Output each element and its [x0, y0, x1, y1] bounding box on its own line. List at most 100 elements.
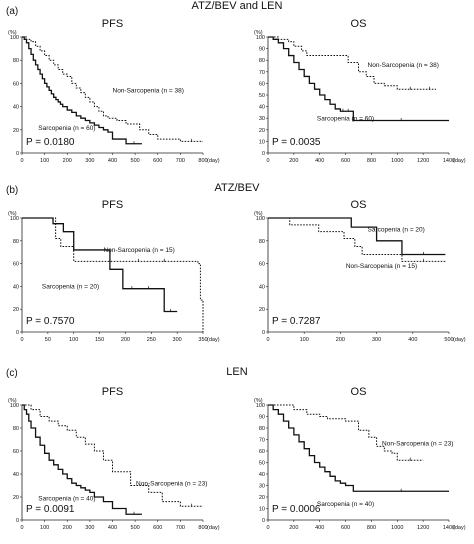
- y-tick-label: 20: [13, 307, 19, 313]
- x-tick-label: 600: [341, 158, 350, 164]
- panel-letter-b: (b): [6, 185, 18, 196]
- y-tick-label: 40: [259, 284, 265, 290]
- sarcopenia-curve: [22, 217, 178, 313]
- non-sarcopenia-curve: [268, 217, 446, 262]
- x-tick-label: 400: [408, 337, 417, 343]
- p-value: P = 0.0006: [272, 504, 321, 515]
- y-tick-label: 60: [13, 449, 19, 455]
- y-tick-label: 0: [16, 330, 19, 336]
- y-tick-label: 100: [10, 216, 19, 222]
- y-tick-label: 40: [13, 472, 19, 478]
- plot-title: PFS: [102, 199, 123, 211]
- y-tick-label: 80: [13, 426, 19, 432]
- y-tick-label: 70: [259, 70, 265, 76]
- y-tick-label: 60: [259, 262, 265, 268]
- y-tick-label: 30: [259, 116, 265, 122]
- sarcopenia-curve: [268, 217, 446, 256]
- x-axis-unit: (day): [453, 158, 466, 164]
- y-tick-label: 0: [16, 151, 19, 157]
- sarcopenia-curve: [22, 36, 142, 145]
- sarcopenia-curve: [22, 404, 142, 515]
- y-tick-label: 20: [259, 128, 265, 134]
- y-axis-unit: (%): [254, 398, 263, 404]
- sarcopenia-label: Sarcopenia (n = 60): [317, 116, 374, 123]
- panel-heading-b: ATZ/BEV: [214, 182, 260, 194]
- plot-title: OS: [351, 386, 367, 398]
- x-tick-label: 600: [341, 525, 350, 531]
- x-tick-label: 200: [336, 337, 345, 343]
- x-tick-label: 500: [444, 337, 453, 343]
- plot-title: PFS: [102, 386, 123, 398]
- km-plot-1: PFS (%) 0 20 40 60 80 100 0 100 200 300 400 500 600 700…: [8, 18, 220, 164]
- non-sarcopenia-curve: [22, 404, 203, 507]
- x-tick-label: 700: [176, 158, 185, 164]
- panel-heading-a: ATZ/BEV and LEN: [192, 0, 283, 12]
- y-tick-label: 80: [13, 239, 19, 245]
- x-tick-label: 1200: [417, 158, 429, 164]
- x-tick-label: 0: [20, 525, 23, 531]
- sarcopenia-label: Sarcopenia (n = 20): [368, 227, 425, 234]
- sarcopenia-curve: [268, 36, 449, 122]
- y-tick-label: 0: [16, 518, 19, 524]
- x-tick-label: 400: [108, 158, 117, 164]
- sarcopenia-label: Sarcopenia (n = 20): [42, 284, 99, 291]
- non-sarcopenia-label: Non-Sarcopenia (n = 38): [113, 88, 184, 95]
- km-plot-3: PFS (%) 0 20 40 60 80 100 0 50 100 150 200 250 300 350(…: [8, 199, 220, 343]
- x-axis-unit: (day): [207, 337, 220, 343]
- y-tick-label: 0: [262, 151, 265, 157]
- x-tick-label: 1200: [417, 525, 429, 531]
- non-sarcopenia-curve: [22, 217, 204, 332]
- y-tick-label: 10: [259, 507, 265, 513]
- x-tick-label: 100: [40, 525, 49, 531]
- panel-letter-c: (c): [6, 368, 18, 379]
- x-tick-label: 250: [147, 337, 156, 343]
- y-tick-label: 20: [259, 307, 265, 313]
- non-sarcopenia-label: Non-Sarcopenia (n = 23): [382, 440, 453, 447]
- y-tick-label: 20: [259, 495, 265, 501]
- x-tick-label: 350: [198, 337, 207, 343]
- x-tick-label: 200: [121, 337, 130, 343]
- x-tick-label: 600: [153, 525, 162, 531]
- non-sarcopenia-label: Non-Sarcopenia (n = 38): [368, 62, 439, 69]
- panel-letter-a: (a): [6, 6, 18, 17]
- y-axis-unit: (%): [8, 211, 17, 217]
- p-value: P = 0.7570: [26, 316, 75, 327]
- x-tick-label: 500: [131, 158, 140, 164]
- x-tick-label: 400: [108, 525, 117, 531]
- non-sarcopenia-label: Non-Sarcopenia (n = 15): [346, 263, 417, 270]
- x-axis-unit: (day): [207, 525, 220, 531]
- y-tick-label: 60: [259, 449, 265, 455]
- y-tick-label: 100: [10, 403, 19, 409]
- y-tick-label: 0: [262, 518, 265, 524]
- x-tick-label: 150: [95, 337, 104, 343]
- y-tick-label: 40: [259, 472, 265, 478]
- p-value: P = 0.0035: [272, 137, 321, 148]
- km-plot-5: PFS (%) 0 20 40 60 80 100 0 100 200 300 400 500 600 700…: [8, 386, 220, 531]
- x-tick-label: 200: [289, 525, 298, 531]
- x-tick-label: 800: [198, 525, 207, 531]
- non-sarcopenia-label: Non-Sarcopenia (n = 23): [136, 481, 207, 488]
- non-sarcopenia-label: Non-Sarcopenia (n = 15): [103, 247, 174, 254]
- plot-title: PFS: [102, 18, 123, 30]
- y-tick-label: 100: [256, 216, 265, 222]
- y-tick-label: 40: [13, 284, 19, 290]
- p-value: P = 0.0091: [26, 504, 75, 515]
- x-tick-label: 800: [367, 158, 376, 164]
- x-tick-label: 300: [372, 337, 381, 343]
- y-tick-label: 10: [259, 139, 265, 145]
- x-tick-label: 0: [266, 158, 269, 164]
- y-tick-label: 20: [13, 128, 19, 134]
- y-tick-label: 80: [259, 426, 265, 432]
- x-tick-label: 100: [69, 337, 78, 343]
- y-axis-unit: (%): [254, 30, 263, 36]
- y-tick-label: 100: [256, 35, 265, 41]
- x-tick-label: 300: [85, 525, 94, 531]
- x-tick-label: 700: [176, 525, 185, 531]
- x-tick-label: 0: [266, 525, 269, 531]
- x-tick-label: 200: [63, 158, 72, 164]
- y-tick-label: 20: [13, 495, 19, 501]
- x-tick-label: 1000: [391, 525, 403, 531]
- y-tick-label: 30: [259, 484, 265, 490]
